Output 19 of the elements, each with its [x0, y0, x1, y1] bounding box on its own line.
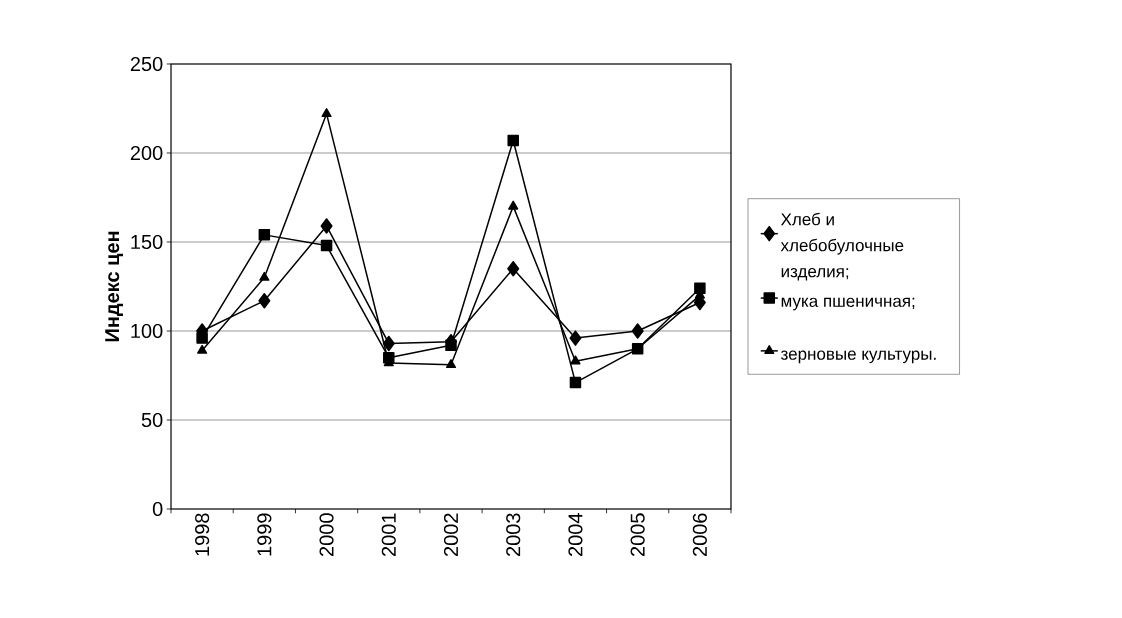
- y-tick-label: 100: [131, 323, 163, 339]
- legend-label: зерновые культуры.: [780, 350, 936, 364]
- x-tick-label: 2006: [692, 513, 707, 557]
- x-tick-label: 1998: [195, 513, 210, 556]
- legend-label: мука пшеничная;: [781, 297, 915, 311]
- legend-label: Хлеб и хлебобулочные изделия;: [780, 212, 904, 281]
- x-tick-label: 2005: [630, 513, 645, 557]
- x-tick-label: 2000: [319, 513, 334, 557]
- x-tick-label: 2001: [381, 513, 396, 557]
- x-tick-label: 1999: [257, 513, 272, 556]
- x-tick-label: 2003: [506, 513, 521, 557]
- x-tick-label: 2002: [443, 513, 459, 557]
- y-tick-label: 250: [130, 56, 163, 72]
- y-axis-title: Индекс цен: [105, 231, 123, 342]
- y-tick-label: 0: [152, 501, 163, 517]
- y-tick-label: 150: [131, 234, 163, 250]
- y-tick-label: 200: [130, 145, 163, 161]
- x-tick-label: 2004: [568, 513, 583, 557]
- y-tick-label: 50: [141, 412, 163, 428]
